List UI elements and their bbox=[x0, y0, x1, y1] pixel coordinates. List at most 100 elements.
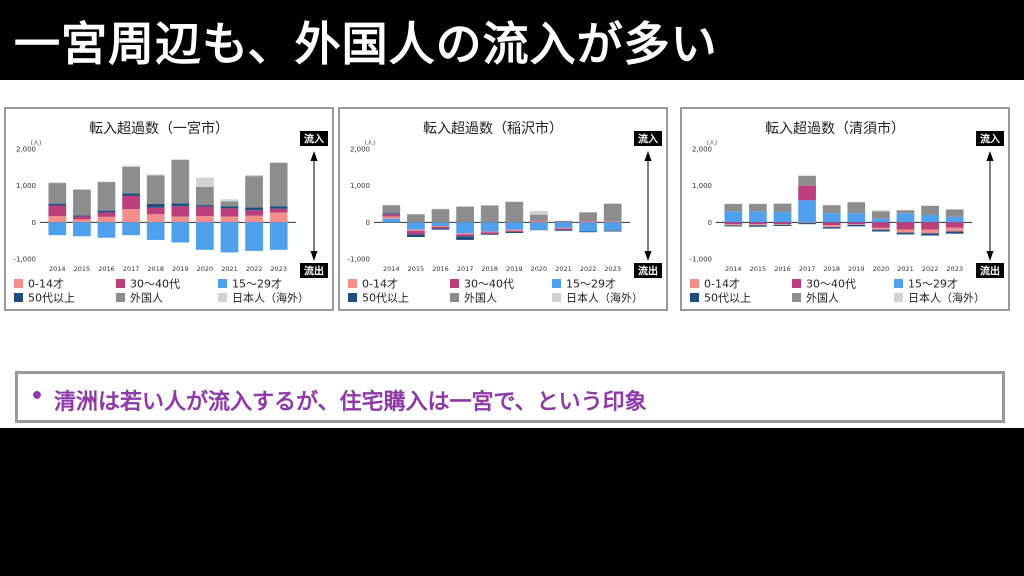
bar-segment-s0014 bbox=[798, 222, 816, 224]
bar-segment-s0014 bbox=[579, 221, 597, 223]
bar-segment-foreign bbox=[530, 214, 548, 221]
bar-segment-s50 bbox=[773, 224, 792, 226]
bar-segment-s0014 bbox=[220, 216, 239, 223]
bar-segment-s50 bbox=[431, 228, 450, 230]
legend-label: 日本人（海外） bbox=[566, 291, 643, 305]
bar-segment-japanese_abroad bbox=[480, 205, 499, 206]
bar-segment-japanese_abroad bbox=[269, 162, 288, 163]
bar-segment-s3040 bbox=[122, 195, 140, 210]
bar-segment-s0014 bbox=[382, 216, 401, 219]
bar-segment-s3040 bbox=[554, 228, 573, 230]
bar-segment-japanese_abroad bbox=[579, 212, 597, 213]
x-tick-label: 2014 bbox=[383, 265, 400, 273]
x-tick-label: 2021 bbox=[221, 265, 238, 273]
inflow-label: 流入 bbox=[980, 133, 1000, 146]
bar-segment-s1529 bbox=[196, 222, 214, 250]
bar-segment-s50 bbox=[220, 206, 239, 209]
bar-segment-foreign bbox=[48, 183, 67, 204]
y-tick-label: -1,000 bbox=[347, 256, 370, 264]
bar-segment-s50 bbox=[872, 229, 890, 232]
bar-segment-s1529 bbox=[407, 222, 425, 230]
bar-segment-s50 bbox=[122, 193, 140, 196]
bar-segment-s1529 bbox=[431, 222, 450, 226]
bar-segment-foreign bbox=[847, 202, 866, 214]
legend-label: 50代以上 bbox=[28, 292, 75, 305]
bar-segment-s3040 bbox=[773, 222, 792, 225]
x-tick-label: 2018 bbox=[481, 265, 498, 273]
legend-label: 日本人（海外） bbox=[232, 291, 309, 305]
legend-label: 外国人 bbox=[806, 292, 839, 305]
bar-segment-s0014 bbox=[603, 221, 622, 223]
bar-segment-s1529 bbox=[554, 222, 573, 228]
bar-segment-s50 bbox=[603, 230, 622, 232]
bar-segment-s3040 bbox=[171, 206, 190, 217]
bar-segment-foreign bbox=[269, 162, 288, 207]
footer-bar bbox=[0, 428, 1024, 576]
outflow-label: 流出 bbox=[304, 265, 324, 278]
bar-segment-s3040 bbox=[407, 230, 425, 235]
bar-segment-s3040 bbox=[48, 205, 67, 217]
chart-ichinomiya: 転入超過数（一宮市） (人) -1,000 0 1,000 2,000 2014 2015 20… bbox=[13, 120, 328, 305]
x-tick-label: 2016 bbox=[432, 265, 449, 273]
bar-segment-s50 bbox=[97, 210, 116, 213]
x-tick-label: 2022 bbox=[580, 265, 597, 273]
bar-segment-s0014 bbox=[122, 209, 140, 223]
bar-segment-japanese_abroad bbox=[554, 220, 573, 221]
bar-segment-s50 bbox=[945, 231, 964, 234]
header-bar: 一宮周辺も、外国人の流入が多い bbox=[0, 0, 1024, 80]
bar-segment-s3040 bbox=[896, 222, 915, 230]
inflow-badge bbox=[634, 131, 662, 146]
legend-swatch-s3040 bbox=[116, 279, 125, 288]
bar-segment-japanese_abroad bbox=[97, 181, 116, 183]
bar-segment-s50 bbox=[530, 229, 548, 231]
chart-inazawa: 転入超過数（稲沢市） (人) -1,000 0 1,000 2,000 2014 2015 20… bbox=[347, 120, 662, 305]
note-text: 清洲は若い人が流入するが、住宅購入は一宮で、という印象 bbox=[54, 390, 647, 415]
bar-segment-s1529 bbox=[724, 211, 743, 223]
legend-label: 50代以上 bbox=[362, 292, 409, 305]
bar-segment-japanese_abroad bbox=[456, 206, 474, 207]
x-tick-label: 2020 bbox=[873, 265, 890, 273]
legend-swatch-japanese_abroad bbox=[894, 293, 903, 302]
bar-segment-s3040 bbox=[220, 208, 239, 217]
y-tick-label: 0 bbox=[708, 219, 712, 227]
bar-segment-s0014 bbox=[48, 216, 67, 223]
bar-segment-s0014 bbox=[73, 219, 91, 223]
bar-segment-s0014 bbox=[269, 212, 288, 223]
x-tick-label: 2021 bbox=[897, 265, 914, 273]
arrow-down-icon bbox=[986, 251, 994, 261]
bar-segment-s0014 bbox=[724, 224, 743, 226]
bar-segment-s0014 bbox=[872, 227, 890, 230]
bar-segment-foreign bbox=[382, 205, 401, 214]
bar-segment-s1529 bbox=[122, 222, 140, 236]
bar-segment-s50 bbox=[48, 203, 67, 206]
x-tick-label: 2019 bbox=[506, 265, 523, 273]
bar-segment-s1529 bbox=[505, 222, 524, 230]
bar-segment-s1529 bbox=[382, 218, 401, 223]
y-tick-label: 2,000 bbox=[692, 146, 712, 154]
bar-segment-foreign bbox=[196, 186, 214, 206]
bar-segment-s3040 bbox=[480, 232, 499, 235]
bar-segment-foreign bbox=[480, 205, 499, 223]
bar-segment-foreign bbox=[724, 204, 743, 212]
y-tick-label: -1,000 bbox=[689, 256, 712, 264]
bar-segment-foreign bbox=[603, 203, 622, 222]
bar-segment-s1529 bbox=[579, 222, 597, 232]
bar-segment-japanese_abroad bbox=[798, 175, 816, 176]
bar-segment-s1529 bbox=[749, 211, 767, 223]
bar-segment-s1529 bbox=[921, 215, 939, 223]
arrow-up-icon bbox=[644, 151, 652, 161]
bar-segment-s3040 bbox=[945, 222, 964, 228]
bar-segment-s50 bbox=[798, 223, 816, 225]
legend-label: 0-14才 bbox=[704, 277, 740, 291]
bar-segment-foreign bbox=[945, 209, 964, 217]
bar-segment-s3040 bbox=[146, 207, 165, 215]
y-tick-label: 0 bbox=[366, 219, 370, 227]
bar-segment-s3040 bbox=[921, 222, 939, 230]
y-tick-label: 1,000 bbox=[692, 182, 712, 190]
outflow-badge bbox=[300, 263, 328, 278]
bar-segment-s3040 bbox=[73, 216, 91, 220]
bar-segment-japanese_abroad bbox=[945, 209, 964, 210]
bar-segment-s0014 bbox=[773, 224, 792, 225]
bar-segment-s50 bbox=[456, 236, 474, 240]
bar-segment-s50 bbox=[896, 232, 915, 235]
